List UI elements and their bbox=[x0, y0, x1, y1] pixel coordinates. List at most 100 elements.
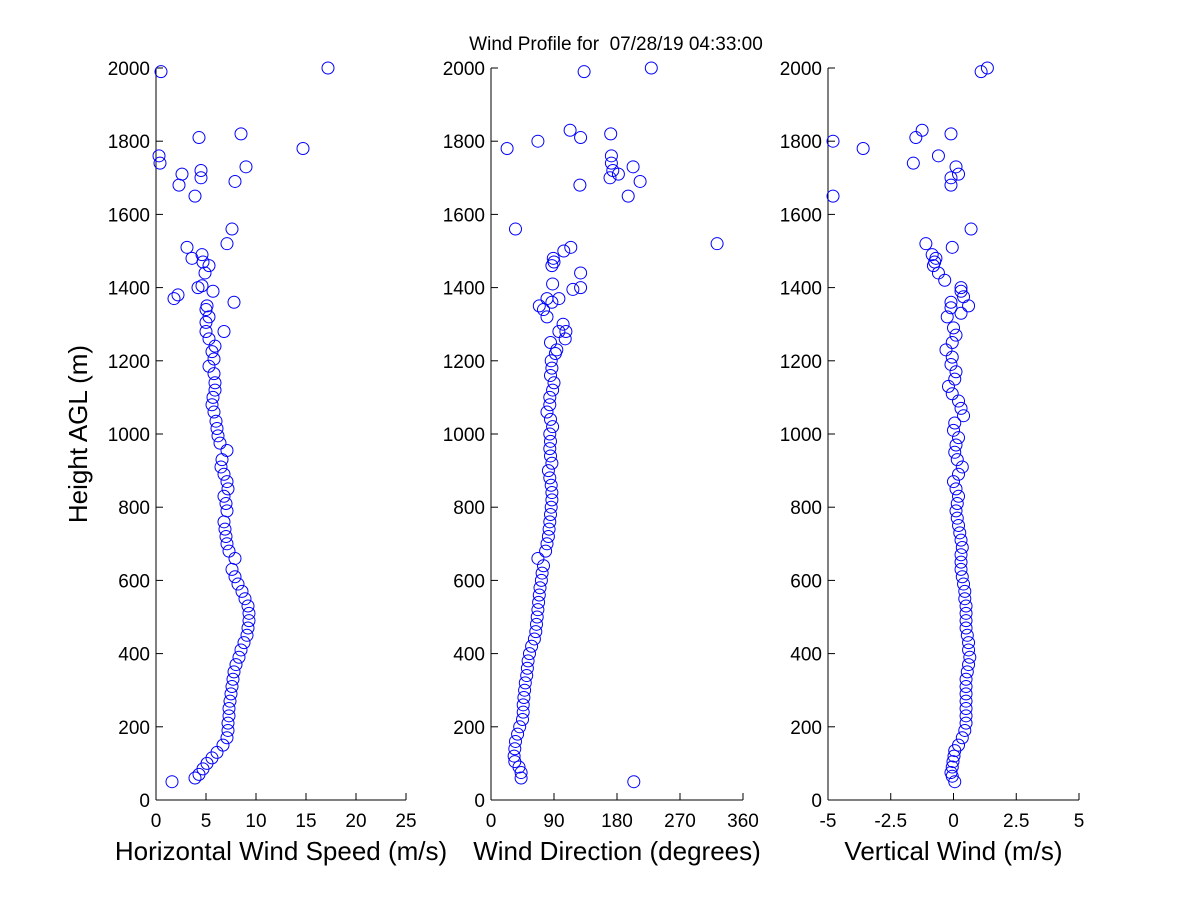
data-point bbox=[240, 628, 254, 642]
panel-speed: 0 200 400 600 800 1000 1200 1400 1600 1800 2000 0 5 1… bbox=[63, 59, 447, 866]
data-point bbox=[627, 775, 641, 789]
y-tick-label: 400 bbox=[790, 645, 822, 666]
data-point bbox=[543, 471, 557, 485]
data-point bbox=[532, 299, 546, 313]
data-point bbox=[242, 606, 256, 620]
data-point bbox=[545, 259, 559, 273]
data-point bbox=[959, 716, 973, 730]
data-point bbox=[544, 508, 557, 522]
data-point bbox=[520, 661, 534, 675]
data-point bbox=[557, 244, 571, 258]
data-point bbox=[604, 127, 618, 141]
data-point bbox=[958, 584, 972, 598]
data-point bbox=[556, 317, 570, 331]
data-point bbox=[959, 614, 973, 628]
data-point bbox=[962, 658, 976, 672]
y-tick-label: 200 bbox=[453, 718, 485, 739]
data-point bbox=[959, 672, 973, 686]
data-point bbox=[217, 467, 231, 481]
data-point bbox=[234, 127, 248, 141]
x-tick-label: 5 bbox=[1074, 811, 1085, 832]
data-point bbox=[940, 310, 954, 324]
figure-title: Wind Profile for 07/28/19 04:33:00 bbox=[469, 34, 763, 55]
data-point bbox=[954, 281, 968, 295]
x-tick-label: -2.5 bbox=[874, 811, 907, 832]
y-tick-label: 1800 bbox=[780, 132, 822, 153]
data-point bbox=[541, 529, 555, 543]
data-point bbox=[949, 328, 963, 342]
data-point bbox=[952, 738, 966, 752]
data-point bbox=[226, 672, 240, 686]
data-point bbox=[532, 595, 546, 609]
data-point bbox=[529, 625, 543, 639]
data-point bbox=[944, 357, 958, 371]
y-tick-label: 2000 bbox=[108, 59, 150, 80]
data-point bbox=[224, 687, 238, 701]
data-point bbox=[200, 299, 214, 313]
x-tick-label: -5 bbox=[820, 811, 837, 832]
data-point bbox=[915, 123, 929, 137]
data-point bbox=[919, 237, 933, 251]
data-point bbox=[959, 680, 973, 694]
y-tick-label: 0 bbox=[811, 791, 822, 812]
data-point bbox=[929, 251, 943, 265]
x-tick-label: 0 bbox=[948, 811, 959, 832]
data-point bbox=[210, 422, 224, 436]
data-point bbox=[207, 352, 221, 366]
x-tick-label: 10 bbox=[245, 811, 266, 832]
data-point bbox=[540, 310, 554, 324]
data-point bbox=[953, 526, 967, 540]
data-point bbox=[546, 251, 560, 265]
y-tick-label: 1000 bbox=[108, 425, 150, 446]
y-tick-label: 1600 bbox=[780, 205, 822, 226]
data-point bbox=[533, 581, 547, 595]
data-point bbox=[198, 266, 212, 280]
data-point bbox=[945, 240, 959, 254]
data-point bbox=[952, 467, 966, 481]
data-point bbox=[544, 449, 557, 463]
x-tick-label: 0 bbox=[486, 811, 497, 832]
data-point bbox=[959, 621, 973, 635]
data-point bbox=[946, 755, 960, 769]
data-point bbox=[947, 423, 960, 437]
data-point bbox=[514, 771, 528, 785]
data-point bbox=[241, 599, 255, 613]
data-point bbox=[532, 588, 546, 602]
y-tick-label: 200 bbox=[790, 718, 822, 739]
data-point bbox=[543, 427, 557, 441]
data-point bbox=[518, 683, 532, 697]
data-point bbox=[954, 555, 968, 569]
y-tick-label: 1200 bbox=[108, 352, 150, 373]
data-point bbox=[544, 434, 557, 448]
data-point bbox=[188, 189, 202, 203]
data-point bbox=[202, 359, 216, 373]
data-point bbox=[944, 171, 958, 185]
y-tick-label: 1600 bbox=[443, 205, 485, 226]
data-point bbox=[296, 142, 310, 156]
data-point bbox=[152, 149, 166, 163]
x-tick-label: 2.5 bbox=[1003, 811, 1029, 832]
data-point bbox=[856, 142, 870, 156]
data-point bbox=[944, 295, 958, 309]
data-point bbox=[539, 544, 553, 558]
y-tick-label: 600 bbox=[790, 571, 822, 592]
x-axis-label: Vertical Wind (m/s) bbox=[844, 836, 1062, 866]
x-tick-label: 180 bbox=[601, 811, 633, 832]
data-point bbox=[507, 749, 521, 763]
data-point bbox=[167, 292, 181, 306]
data-point bbox=[321, 61, 335, 75]
data-point bbox=[219, 497, 233, 511]
data-point bbox=[239, 160, 253, 174]
data-point bbox=[604, 149, 618, 163]
data-point bbox=[185, 251, 199, 265]
data-point bbox=[543, 442, 557, 456]
y-tick-label: 1000 bbox=[443, 425, 485, 446]
data-point bbox=[546, 420, 560, 434]
x-tick-label: 15 bbox=[295, 811, 316, 832]
data-point bbox=[171, 288, 185, 302]
data-point bbox=[959, 687, 973, 701]
data-point bbox=[535, 566, 549, 580]
y-axis-label: Height AGL (m) bbox=[63, 345, 93, 523]
data-point bbox=[202, 332, 216, 346]
data-point bbox=[944, 766, 958, 780]
